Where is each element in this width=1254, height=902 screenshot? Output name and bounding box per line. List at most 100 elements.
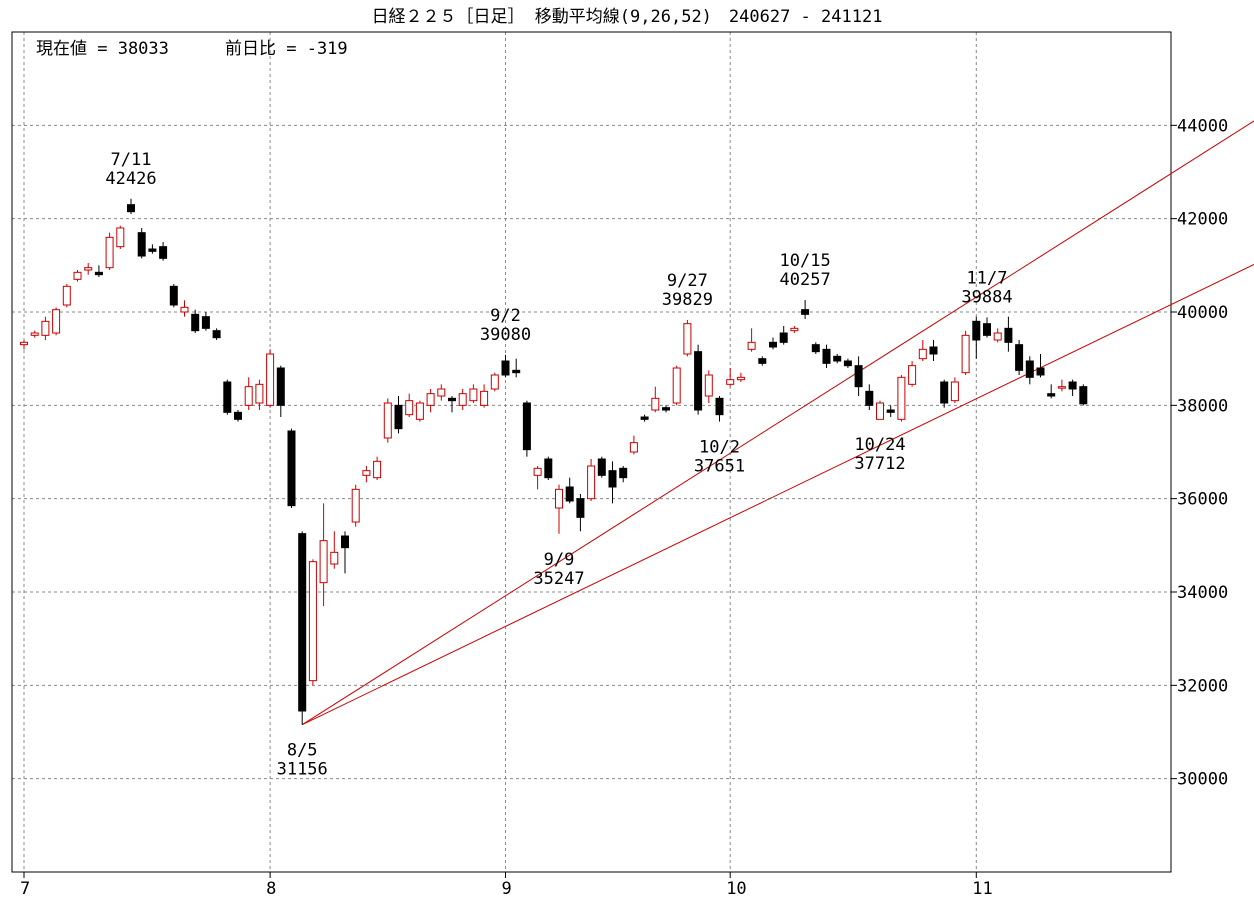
candle-body	[1047, 393, 1056, 397]
y-axis: 30000 32000 34000 36000 38000 40000 42000 44000	[1171, 116, 1228, 790]
candle-body	[201, 316, 210, 329]
candle-body	[148, 248, 157, 252]
candle	[640, 414, 649, 422]
candle	[84, 263, 93, 275]
candle-body	[20, 341, 28, 346]
candle-body	[490, 374, 499, 390]
candle	[597, 456, 606, 478]
candle	[747, 328, 756, 352]
candle	[726, 368, 735, 387]
candle-body	[619, 467, 628, 479]
candle-body	[30, 332, 39, 336]
candle-body	[351, 488, 360, 523]
candle-body	[330, 551, 339, 565]
annotation-value: 40257	[780, 270, 831, 290]
candle	[308, 559, 317, 686]
candle	[148, 244, 157, 254]
candle-body	[94, 271, 103, 276]
trendline	[301, 120, 1254, 726]
candle	[276, 365, 285, 417]
candle-body	[790, 327, 799, 332]
annotation-date: 10/24	[854, 435, 905, 455]
candle-body	[373, 460, 382, 479]
candle-body	[73, 271, 82, 280]
candle-body	[854, 365, 863, 388]
grid-lines	[12, 32, 1171, 872]
candle-body	[876, 402, 884, 420]
candle-body	[169, 285, 178, 306]
candle-body	[640, 416, 649, 420]
candle	[30, 330, 39, 338]
candle	[1068, 379, 1077, 396]
candle	[298, 531, 307, 725]
candle	[127, 198, 135, 214]
candle	[1036, 354, 1045, 378]
candle-body	[298, 533, 307, 712]
candle-body	[276, 367, 285, 406]
candle-body	[41, 320, 50, 336]
candle	[619, 466, 628, 483]
candle-body	[255, 383, 264, 404]
candle-body	[512, 369, 521, 374]
candle-body	[1004, 327, 1013, 343]
annotation-value: 37651	[694, 457, 745, 477]
candle	[833, 354, 842, 364]
candle	[886, 405, 895, 417]
annotation-value: 39080	[480, 325, 531, 345]
candle-body	[811, 344, 820, 353]
candle	[876, 400, 884, 420]
candle	[62, 284, 71, 308]
candle-body	[1025, 360, 1034, 378]
candle-body	[437, 388, 446, 397]
candle-body	[629, 442, 638, 453]
candle	[1057, 379, 1066, 392]
candle	[533, 466, 542, 490]
candle	[865, 384, 874, 410]
candle-body	[341, 535, 349, 549]
candle	[448, 396, 456, 413]
candle-body	[533, 467, 542, 476]
annotation-value: 31156	[277, 760, 328, 780]
candle-body	[886, 409, 895, 413]
x-tick-label: 7	[20, 879, 30, 899]
candle	[223, 379, 232, 415]
candle-body	[383, 402, 392, 439]
candle-body	[929, 346, 938, 355]
candle	[769, 337, 777, 350]
candle-body	[983, 323, 991, 336]
candle-body	[480, 390, 489, 406]
candle-body	[223, 381, 232, 413]
candle	[469, 384, 478, 403]
candle-body	[672, 367, 681, 404]
candle	[41, 316, 50, 340]
candle-body	[918, 348, 927, 360]
candle	[501, 354, 510, 378]
candle-body	[137, 232, 146, 257]
x-tick-label: 8	[266, 879, 276, 899]
candle	[351, 484, 360, 527]
candle	[779, 326, 788, 345]
candle-body	[127, 204, 135, 213]
candle	[1079, 384, 1088, 406]
candle	[694, 344, 703, 415]
annotation-value: 39884	[961, 287, 1012, 307]
y-tick-label: 42000	[1177, 210, 1228, 230]
candle-body	[908, 365, 917, 385]
candle-body	[651, 397, 660, 411]
candle-body	[565, 486, 574, 502]
candle	[191, 309, 200, 333]
candle	[897, 375, 906, 422]
candle-body	[715, 397, 724, 416]
candle-body	[769, 341, 777, 348]
candle-body	[779, 332, 788, 343]
candle-body	[244, 386, 253, 406]
candle	[704, 370, 713, 403]
candle	[672, 365, 681, 406]
candle	[983, 317, 991, 338]
candle-body	[52, 309, 61, 334]
candle-body	[587, 465, 596, 500]
candle-body	[394, 404, 403, 430]
candle-body	[234, 411, 242, 420]
